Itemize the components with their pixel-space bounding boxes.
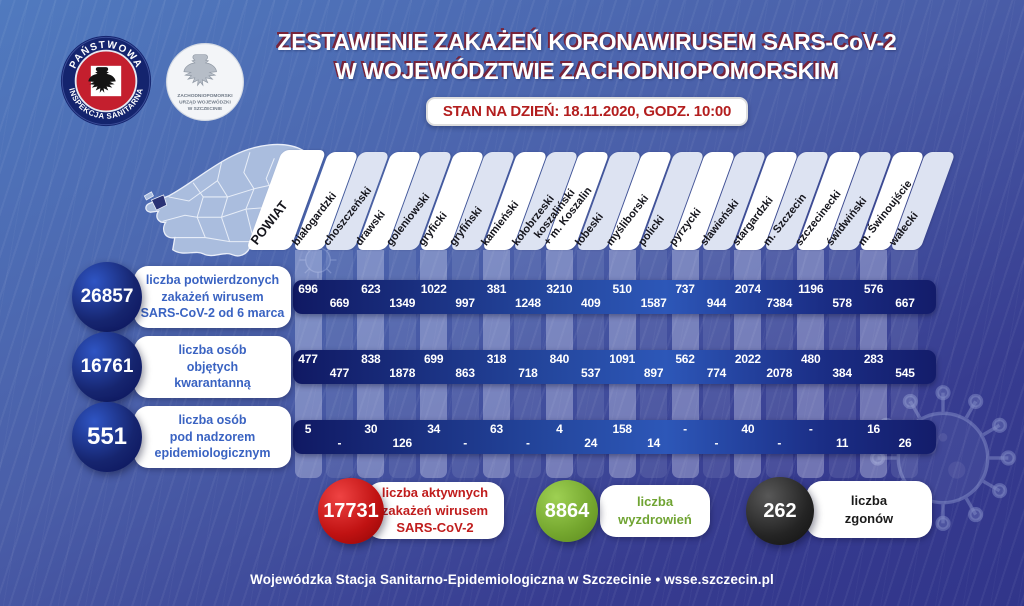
cell-value: 997 — [455, 296, 475, 310]
recoveries-badge: 8864 — [536, 480, 598, 542]
active-cases-label: liczba aktywnych zakażeń wirusem SARS-Co… — [366, 482, 504, 539]
active-cases-value: 17731 — [323, 499, 379, 522]
cell-value: 5 — [304, 422, 312, 436]
total-confirmed-value: 26857 — [80, 286, 134, 307]
page-title-line1: ZESTAWIENIE ZAKAŻEŃ KORONAWIRUSEM SARS-C… — [277, 29, 897, 55]
cell-value: 718 — [518, 366, 538, 380]
cell-value: 1091 — [609, 352, 636, 366]
deaths-value: 262 — [763, 499, 797, 522]
cell-value: 1248 — [514, 296, 541, 310]
cell-value: 63 — [490, 422, 503, 436]
cell-value: - — [337, 436, 342, 450]
cell-value: 863 — [455, 366, 475, 380]
cell-value: 510 — [612, 282, 632, 296]
cell-value: 34 — [427, 422, 441, 436]
cell-value: 696 — [298, 282, 318, 296]
cell-value: 578 — [832, 296, 852, 310]
cell-value: 2022 — [734, 352, 761, 366]
cell-value: 477 — [329, 366, 350, 380]
cell-value: 14 — [647, 436, 661, 450]
cell-value: 840 — [549, 352, 570, 366]
cell-value: 40 — [741, 422, 755, 436]
cell-value: 1196 — [798, 282, 824, 296]
cell-value: 667 — [895, 296, 915, 310]
recoveries-label: liczba wyzdrowień — [600, 485, 710, 537]
cell-value: 477 — [298, 352, 318, 366]
cell-value: 576 — [863, 282, 884, 296]
cell-value: 16 — [867, 422, 881, 436]
row-bar-surveillance: 5 - 30 126 34 - 63 - 4 24 158 14 - - 40 - - 11 16 26 — [293, 420, 936, 454]
cell-value: 562 — [675, 352, 695, 366]
cell-value: 4 — [556, 422, 563, 436]
cell-value: 537 — [581, 366, 601, 380]
logo2-line2: URZĄD WOJEWÓDZKI — [179, 98, 231, 106]
logo2-line1: ZACHODNIOPOMORSKI — [177, 93, 233, 99]
highlighted-district — [150, 194, 168, 211]
cell-value: 2078 — [766, 366, 793, 380]
virus-watermark-small-icon — [299, 241, 337, 279]
status-date-badge: STAN NA DZIEŃ: 18.11.2020, GODZ. 10:00 — [425, 97, 749, 126]
total-surveillance-badge: 551 — [72, 402, 142, 472]
cell-value: 897 — [643, 366, 664, 380]
cell-value: 26 — [898, 436, 912, 450]
logo2-line3: W SZCZECINIE — [188, 106, 223, 112]
cell-value: - — [526, 436, 530, 450]
cell-value: 944 — [706, 296, 727, 310]
total-quarantine-badge: 16761 — [72, 332, 142, 402]
row-label-confirmed: liczba potwierdzonych zakażeń wirusem SA… — [134, 266, 291, 328]
sanitary-inspection-logo: PAŃSTWOWA INSPEKCJA SANITARNA — [60, 35, 152, 127]
cell-value: 3210 — [546, 282, 573, 296]
cell-value: 7384 — [766, 296, 793, 310]
row-label-quarantine: liczba osób objętych kwarantanną — [134, 336, 291, 398]
cell-value: 409 — [581, 296, 601, 310]
eagle-icon — [88, 67, 116, 93]
cell-value: 1349 — [389, 296, 416, 310]
cell-value: 838 — [361, 352, 381, 366]
total-confirmed-badge: 26857 — [72, 262, 142, 332]
cell-value: 737 — [675, 282, 695, 296]
voivodeship-office-logo: ZACHODNIOPOMORSKI URZĄD WOJEWÓDZKI W SZC… — [166, 42, 244, 121]
cell-value: 1587 — [640, 296, 667, 310]
total-quarantine-value: 16761 — [80, 356, 134, 377]
cell-value: 699 — [423, 352, 444, 366]
cell-value: 11 — [835, 436, 849, 450]
deaths-badge: 262 — [746, 477, 814, 545]
cell-value: 30 — [364, 422, 378, 436]
cell-value: 158 — [612, 422, 632, 436]
page-title-line2: W WOJEWÓDZTWIE ZACHODNIOPOMORSKIM — [335, 58, 839, 84]
cell-value: 381 — [486, 282, 507, 296]
cell-value: - — [714, 436, 719, 450]
cell-value: 283 — [863, 352, 884, 366]
cell-value: 774 — [706, 366, 727, 380]
cell-value: 2074 — [734, 282, 761, 296]
footer-text: Wojewódzka Stacja Sanitarno-Epidemiologi… — [250, 572, 774, 587]
deaths-label: liczba zgonów — [806, 481, 932, 538]
cell-value: 1022 — [420, 282, 447, 296]
cell-value: 669 — [329, 296, 350, 310]
cell-value: 126 — [392, 436, 413, 450]
cell-value: - — [683, 422, 687, 436]
row-bar-quarantine: 477 477 838 1878 699 863 318 718 840 537 1091 897 56… — [293, 350, 936, 384]
cell-value: - — [808, 422, 813, 436]
cell-value: 545 — [895, 366, 915, 380]
cell-value: 24 — [584, 436, 598, 450]
eagle-outline-icon — [183, 54, 217, 87]
cell-value: 480 — [801, 352, 821, 366]
cell-value: 623 — [361, 282, 381, 296]
active-cases-badge: 17731 — [318, 478, 384, 544]
cell-value: - — [463, 436, 467, 450]
row-bar-confirmed: 696 669 623 1349 1022 997 381 1248 3210 409 510 158… — [293, 280, 936, 314]
total-surveillance-value: 551 — [86, 423, 128, 450]
cell-value: 1878 — [389, 366, 416, 380]
recoveries-value: 8864 — [544, 499, 590, 522]
row-label-surveillance: liczba osób pod nadzorem epidemiologiczn… — [134, 406, 291, 468]
header: ZESTAWIENIE ZAKAŻEŃ KORONAWIRUSEM SARS-C… — [252, 28, 922, 126]
cell-value: 318 — [486, 352, 507, 366]
cell-value: - — [777, 436, 782, 450]
cell-value: 384 — [832, 366, 852, 380]
